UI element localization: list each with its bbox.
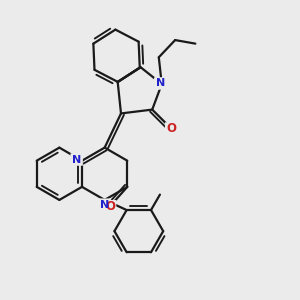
FancyBboxPatch shape bbox=[165, 122, 177, 135]
Text: O: O bbox=[105, 200, 115, 213]
FancyBboxPatch shape bbox=[104, 200, 116, 212]
Text: N: N bbox=[72, 154, 81, 164]
FancyBboxPatch shape bbox=[70, 153, 83, 166]
Text: O: O bbox=[166, 122, 176, 135]
Text: N: N bbox=[100, 200, 109, 210]
FancyBboxPatch shape bbox=[154, 77, 167, 90]
FancyBboxPatch shape bbox=[98, 198, 111, 211]
Text: N: N bbox=[156, 79, 165, 88]
